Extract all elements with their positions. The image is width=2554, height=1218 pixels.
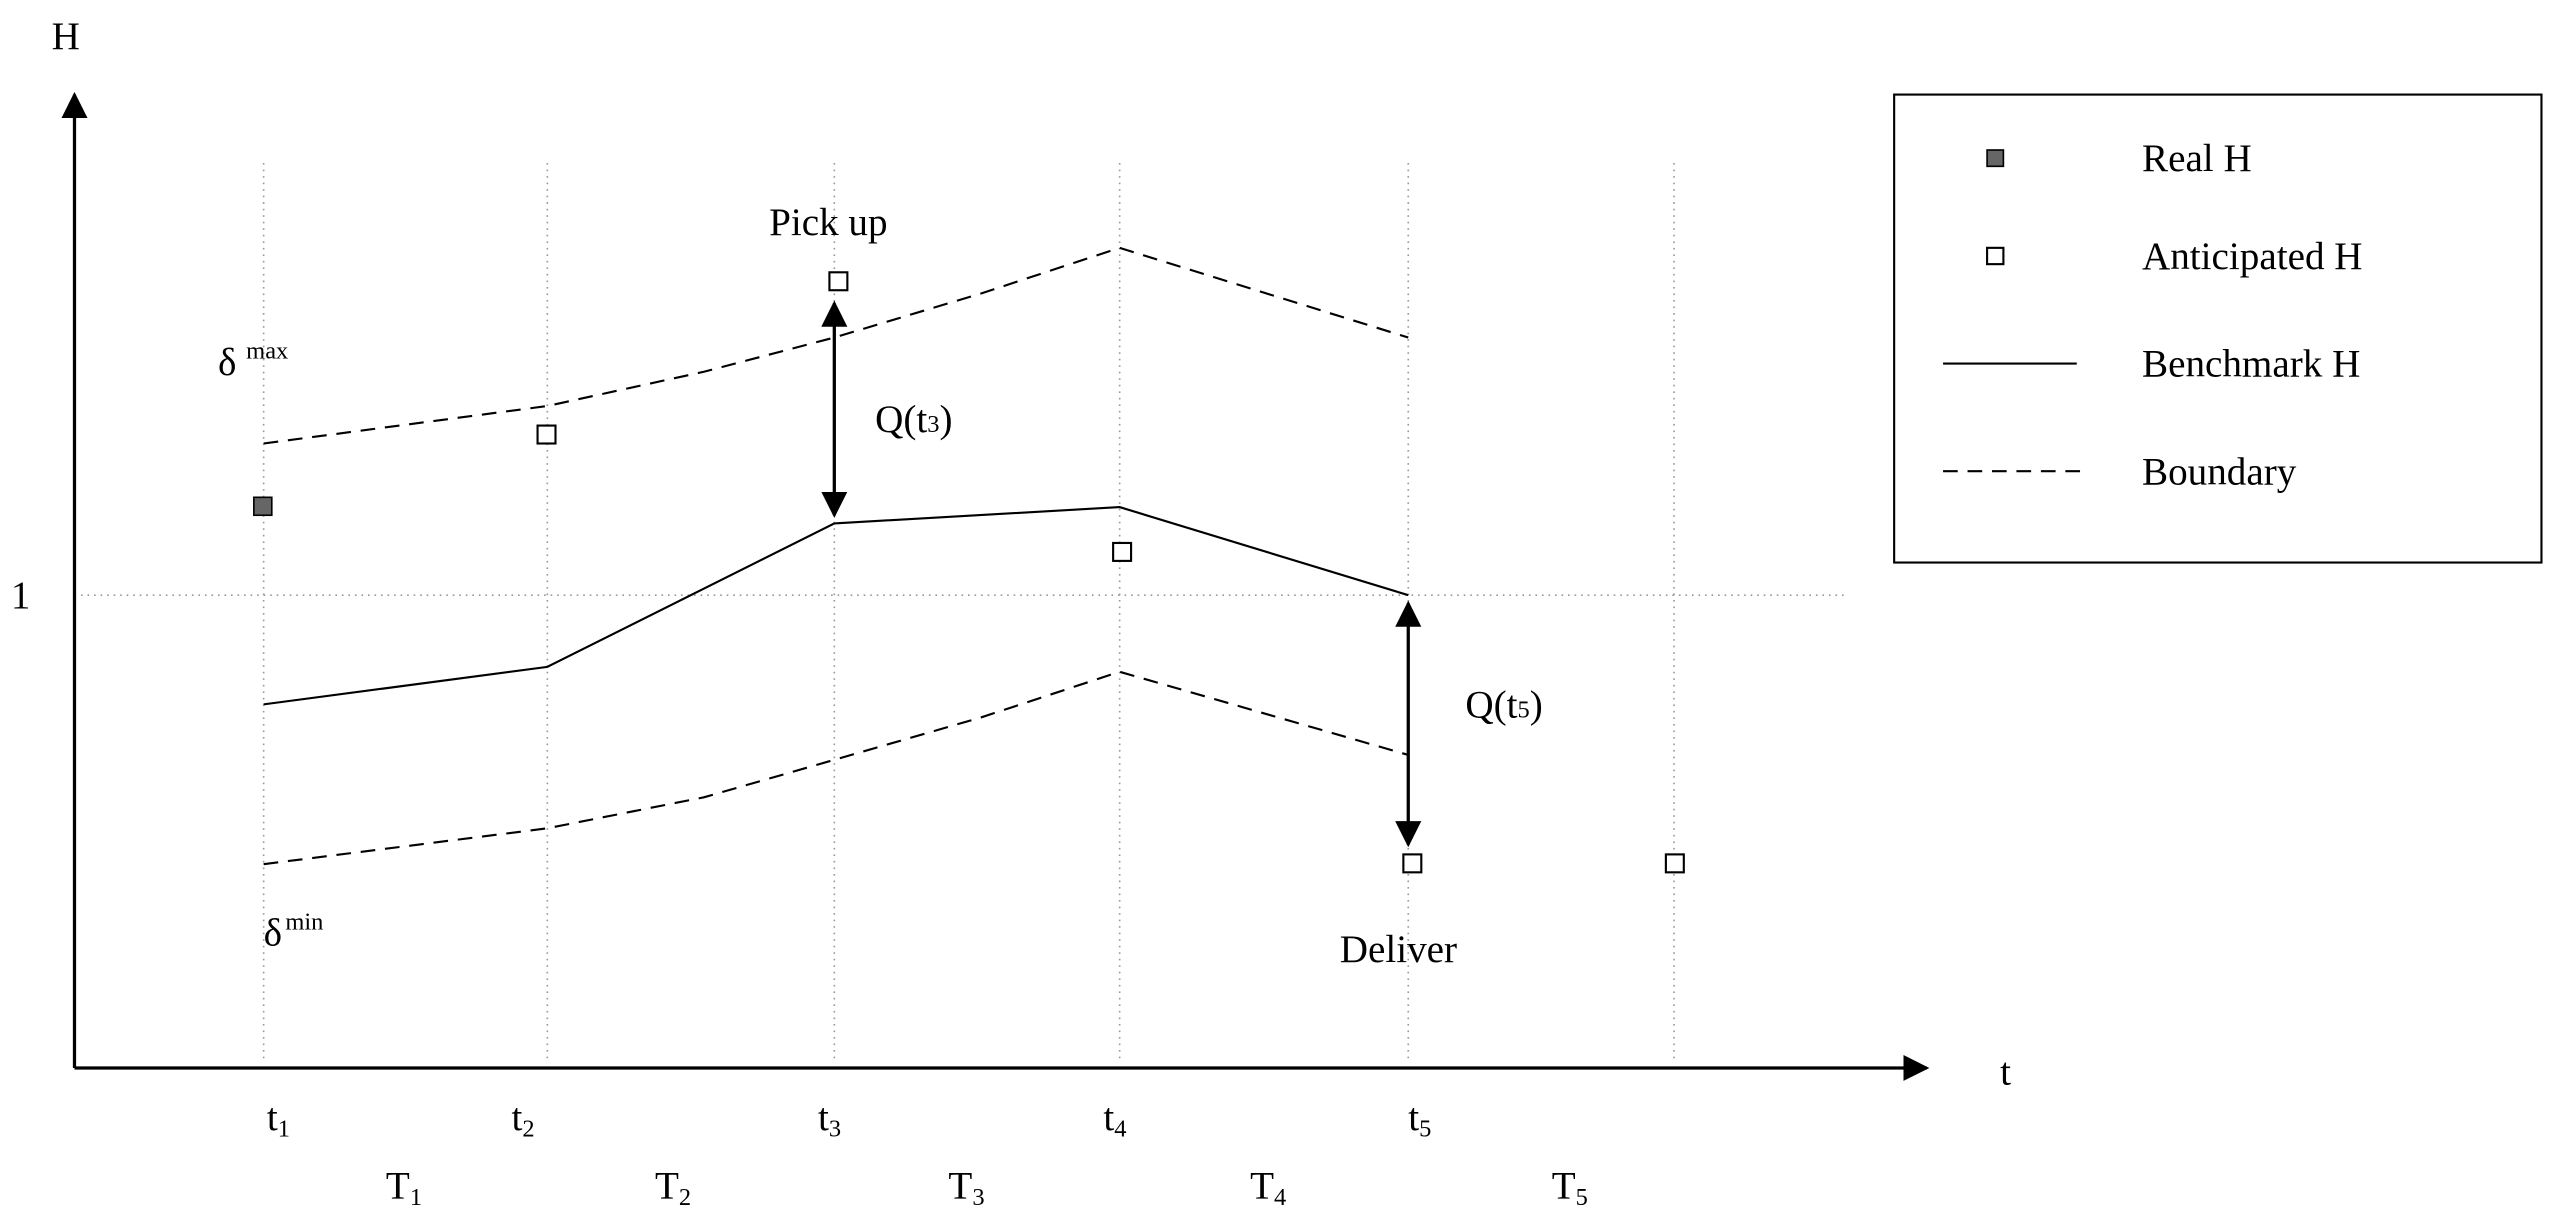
period-label: T1 xyxy=(386,1164,422,1211)
deliver: Deliver xyxy=(1340,928,1457,971)
y-mark: 1 xyxy=(11,574,31,617)
delta-max-main: δ xyxy=(218,341,236,384)
period-label-main: T xyxy=(948,1164,972,1207)
delta-min: δ min xyxy=(264,908,324,954)
delta-max-sup: max xyxy=(246,338,288,365)
period-label-sub: 2 xyxy=(679,1184,691,1211)
guides xyxy=(74,163,1846,1060)
q3-sub: 3 xyxy=(927,411,939,438)
q5-sub: 5 xyxy=(1517,696,1529,723)
q5-end: ) xyxy=(1530,683,1543,726)
time-label-sub: 2 xyxy=(522,1115,534,1142)
time-label-main: t xyxy=(267,1096,278,1139)
y-label: H xyxy=(52,15,80,58)
time-label: t3 xyxy=(818,1096,841,1143)
q5-main: Q(t xyxy=(1465,683,1517,726)
delta-min-main: δ xyxy=(264,912,282,955)
legend-label: Benchmark H xyxy=(2142,343,2360,386)
delta-max: δ max xyxy=(218,338,288,384)
legend-box xyxy=(1893,93,2543,564)
time-label-sub: 3 xyxy=(829,1115,841,1142)
period-label-sub: 4 xyxy=(1274,1184,1286,1211)
time-label: t4 xyxy=(1103,1096,1126,1143)
period-label: T2 xyxy=(655,1164,691,1211)
time-label-sub: 1 xyxy=(278,1115,290,1142)
time-label: t5 xyxy=(1408,1096,1431,1143)
period-label: T5 xyxy=(1552,1164,1588,1211)
period-label-sub: 5 xyxy=(1576,1184,1588,1211)
benchmark-line xyxy=(263,506,1409,706)
legend-label: Anticipated H xyxy=(2142,235,2363,278)
period-label-main: T xyxy=(386,1164,410,1207)
period-label-main: T xyxy=(1552,1164,1576,1207)
time-label-sub: 4 xyxy=(1114,1115,1126,1142)
legend-label: Boundary xyxy=(2142,450,2297,493)
x-label: t xyxy=(2000,1050,2011,1093)
period-label-main: T xyxy=(1250,1164,1274,1207)
legend-real-marker xyxy=(1986,149,2005,168)
q5: Q(t5) xyxy=(1465,683,1542,726)
q3-main: Q(t xyxy=(875,398,927,441)
period-label-sub: 3 xyxy=(972,1184,984,1211)
real-marker xyxy=(253,496,273,517)
legend-anticipated-marker xyxy=(1986,246,2005,266)
time-label-main: t xyxy=(511,1096,522,1139)
time-label-sub: 5 xyxy=(1419,1115,1431,1142)
time-label-main: t xyxy=(818,1096,829,1139)
q3: Q(t3) xyxy=(875,398,952,441)
period-label: T4 xyxy=(1250,1164,1286,1211)
period-label: T3 xyxy=(948,1164,984,1211)
pick-up: Pick up xyxy=(769,201,887,244)
lower-boundary xyxy=(263,670,1409,866)
q3-end: ) xyxy=(939,398,952,441)
anticipated-markers xyxy=(536,271,1685,874)
delta-min-sup: min xyxy=(285,908,323,935)
time-label: t2 xyxy=(511,1096,534,1143)
period-label-sub: 1 xyxy=(410,1184,422,1211)
time-label-main: t xyxy=(1408,1096,1419,1139)
period-label-main: T xyxy=(655,1164,679,1207)
time-label-main: t xyxy=(1103,1096,1114,1139)
legend-label: Real H xyxy=(2142,137,2252,180)
time-label: t1 xyxy=(267,1096,290,1143)
